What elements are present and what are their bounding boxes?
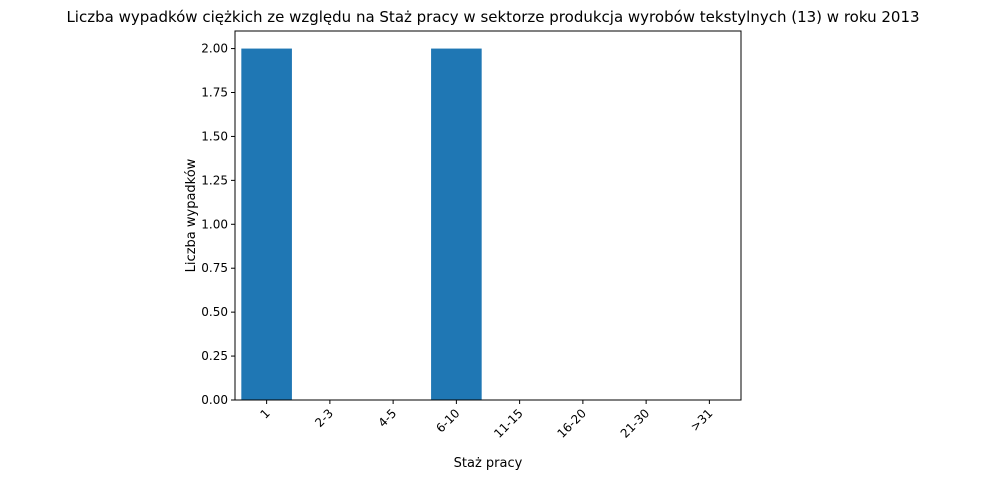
x-axis-label: Staż pracy (454, 456, 523, 471)
bar-6-10 (431, 48, 482, 400)
bars-group (241, 48, 482, 400)
chart-title: Liczba wypadków ciężkich ze względu na S… (66, 8, 919, 26)
x-tick-label: 11-15 (491, 406, 526, 441)
y-axis-label: Liczba wypadków (184, 158, 199, 272)
y-tick-label: 1.25 (201, 173, 228, 187)
plot-frame (234, 30, 742, 401)
y-tick-label: 0.50 (201, 305, 228, 319)
y-tick-label: 2.00 (201, 42, 228, 56)
x-tick-label: >31 (688, 406, 716, 434)
y-tick-label: 1.00 (201, 217, 228, 231)
x-tick-label: 4-5 (375, 406, 399, 430)
y-tick-label: 1.75 (201, 86, 228, 100)
y-axis: 0.00 0.25 0.50 0.75 1.00 1.25 1.50 1.75 2.00 (201, 42, 235, 407)
x-tick-label: 21-30 (618, 406, 653, 441)
y-tick-label: 0.25 (201, 349, 228, 363)
bar-1 (241, 48, 292, 400)
y-tick-label: 0.00 (201, 393, 228, 407)
x-axis: 1 2-3 4-5 6-10 11-15 16-20 21-30 >31 (257, 400, 715, 441)
y-tick-label: 0.75 (201, 261, 228, 275)
x-tick-label: 2-3 (312, 406, 336, 430)
x-tick-label: 1 (257, 406, 272, 421)
y-tick-label: 1.50 (201, 129, 228, 143)
x-tick-label: 16-20 (554, 406, 589, 441)
x-tick-label: 6-10 (433, 406, 462, 435)
